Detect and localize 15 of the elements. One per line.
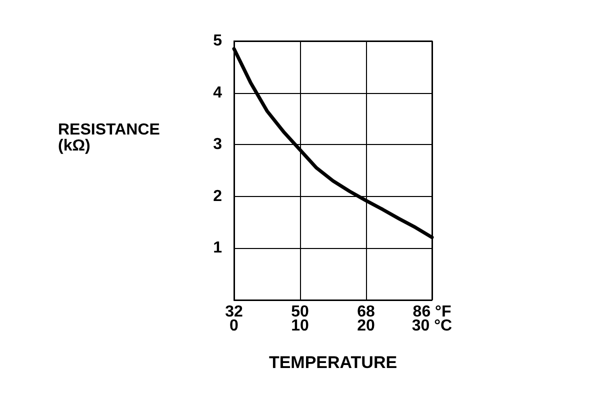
x2-tick-label: 50 xyxy=(291,304,309,320)
y-tick-label: 4 xyxy=(213,84,222,102)
y-tick-label: 2 xyxy=(213,188,222,205)
y-axis-title: RESISTANCE (kΩ) xyxy=(58,122,160,154)
x-tick-label: 0 xyxy=(230,318,239,334)
y-tick-label: 3 xyxy=(213,136,222,154)
y-tick-label: 5 xyxy=(213,32,222,50)
x-tick-label: 30 °C xyxy=(412,318,453,334)
x2-tick-label: 86 °F xyxy=(412,304,452,320)
x-tick-label: 10 xyxy=(291,318,309,334)
x-tick-label: 20 xyxy=(357,318,375,334)
y-tick-label: 1 xyxy=(213,240,222,257)
x2-tick-label: 68 xyxy=(357,304,375,320)
x2-tick-label: 32 xyxy=(225,304,243,320)
x-axis-title: TEMPERATURE xyxy=(268,353,398,372)
